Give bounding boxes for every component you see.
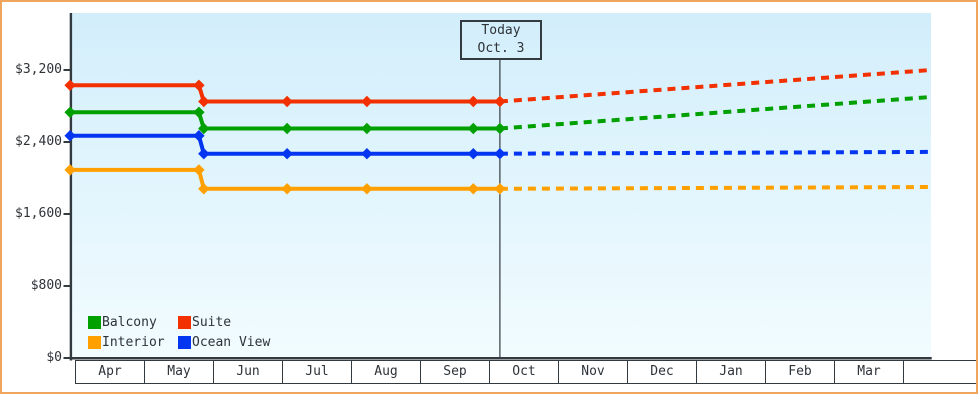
- series-balcony-projection-line: [499, 95, 932, 131]
- month-cell-partial: [903, 360, 978, 384]
- series-interior-projection-line: [499, 185, 932, 191]
- y-axis-label: $3,200: [15, 62, 62, 77]
- series-interior-marker: [361, 183, 373, 195]
- chart-legend: Balcony Suite Interior Ocean View: [88, 312, 270, 352]
- series-suite-marker: [281, 95, 293, 108]
- month-cell-apr: Apr: [75, 360, 145, 384]
- legend-item-interior: Interior: [88, 332, 178, 352]
- month-cell-jun: Jun: [213, 360, 283, 384]
- series-balcony-marker: [281, 122, 293, 135]
- legend-swatch-interior-icon: [88, 335, 101, 349]
- series-interior-marker: [198, 183, 210, 195]
- series-suite-marker: [494, 95, 506, 108]
- legend-swatch-suite-icon: [178, 315, 191, 329]
- series-balcony: [64, 95, 932, 135]
- series-ocean-view-marker: [198, 148, 210, 160]
- series-interior-marker: [281, 183, 293, 195]
- month-cell-jul: Jul: [282, 360, 352, 384]
- series-balcony-marker: [467, 122, 479, 135]
- legend-label: Interior: [102, 334, 165, 350]
- series-suite-marker: [193, 79, 205, 91]
- series-ocean-view-projection-line: [499, 149, 932, 156]
- legend-swatch-ocean-view-icon: [178, 335, 191, 349]
- series-suite-marker: [198, 95, 210, 108]
- today-marker-box: Today Oct. 3: [460, 20, 542, 60]
- x-axis-line: [69, 357, 932, 360]
- series-suite-marker: [361, 95, 373, 108]
- series-ocean-view: [64, 130, 932, 160]
- y-axis-tick: [63, 69, 70, 71]
- series-ocean-view-marker: [467, 148, 479, 160]
- series-ocean-view-marker: [64, 130, 76, 142]
- month-cell-mar: Mar: [834, 360, 904, 384]
- today-label: Today: [481, 23, 521, 38]
- series-suite-marker: [64, 79, 76, 91]
- series-balcony-marker: [198, 122, 210, 135]
- series-ocean-view-marker: [193, 130, 205, 142]
- legend-item-ocean-view: Ocean View: [178, 332, 270, 352]
- y-axis-label: $2,400: [15, 134, 62, 149]
- series-balcony-marker: [64, 106, 76, 118]
- legend-swatch-balcony-icon: [88, 315, 101, 329]
- series-balcony-marker: [193, 106, 205, 118]
- series-balcony-marker: [494, 122, 506, 135]
- series-ocean-view-marker: [494, 148, 506, 160]
- y-axis-line: [69, 13, 73, 361]
- today-date: Oct. 3: [477, 41, 525, 56]
- series-interior-marker: [467, 183, 479, 195]
- legend-label: Ocean View: [192, 334, 271, 350]
- month-cell-feb: Feb: [765, 360, 835, 384]
- month-cell-may: May: [144, 360, 214, 384]
- y-axis-tick: [63, 285, 70, 287]
- x-axis-month-band: Apr May Jun Jul Aug Sep Oct Nov Dec Jan Feb Mar: [75, 360, 978, 384]
- month-cell-aug: Aug: [351, 360, 421, 384]
- y-axis-tick: [63, 357, 70, 359]
- legend-item-suite: Suite: [178, 312, 270, 332]
- series-suite: [64, 68, 932, 108]
- legend-label: Suite: [192, 314, 232, 330]
- series-interior-marker: [193, 164, 205, 176]
- series-ocean-view-marker: [281, 148, 293, 160]
- month-cell-sep: Sep: [420, 360, 490, 384]
- y-axis-label: $0: [46, 350, 62, 365]
- month-cell-jan: Jan: [696, 360, 766, 384]
- month-cell-nov: Nov: [558, 360, 628, 384]
- series-suite-marker: [467, 95, 479, 108]
- series-suite-projection-line: [499, 68, 932, 104]
- y-axis-label: $800: [30, 278, 62, 293]
- legend-label: Balcony: [102, 314, 157, 330]
- y-axis-tick: [63, 213, 70, 215]
- series-interior: [64, 164, 932, 195]
- y-axis-label: $1,600: [15, 206, 62, 221]
- series-interior-marker: [64, 164, 76, 176]
- series-interior-marker: [494, 183, 506, 195]
- month-cell-dec: Dec: [627, 360, 697, 384]
- legend-item-balcony: Balcony: [88, 312, 178, 332]
- series-ocean-view-marker: [361, 148, 373, 160]
- month-cell-oct: Oct: [489, 360, 559, 384]
- series-balcony-marker: [361, 122, 373, 135]
- y-axis-tick: [63, 141, 70, 143]
